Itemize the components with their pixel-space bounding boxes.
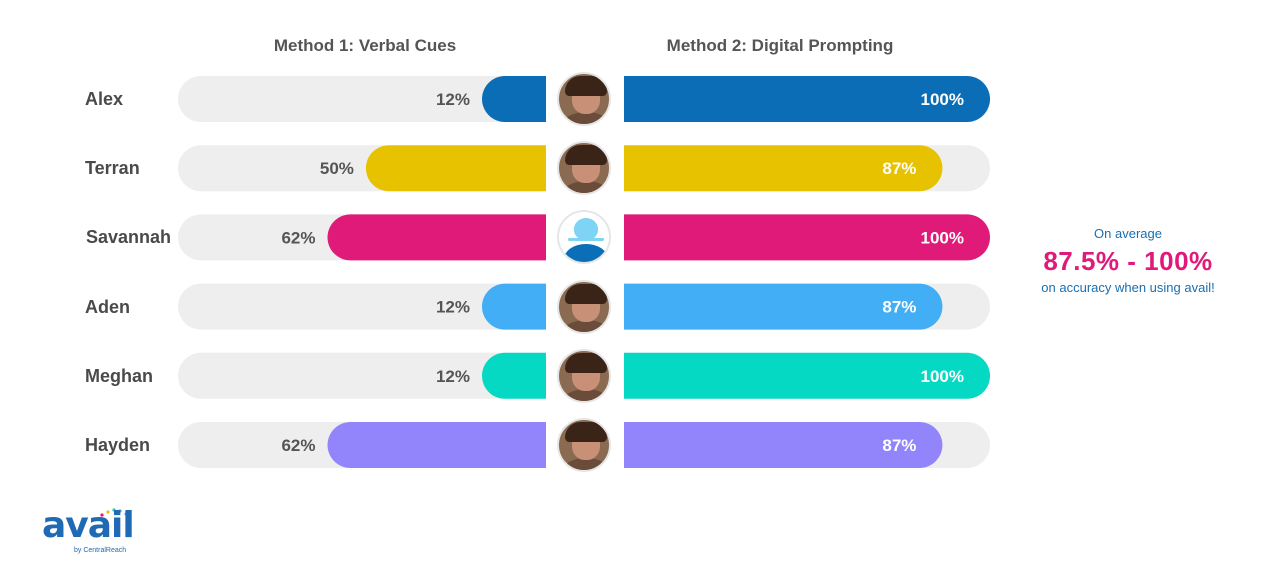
placeholder-avatar-icon bbox=[557, 210, 611, 265]
right-value-label: 87% bbox=[882, 298, 916, 317]
right-bar bbox=[624, 145, 943, 192]
left-bar bbox=[482, 76, 546, 122]
logo-byline: by CentralReach bbox=[74, 547, 127, 554]
category-label: Meghan bbox=[85, 365, 154, 386]
summary-line-1: On average bbox=[1094, 226, 1162, 241]
avatar-photo bbox=[557, 72, 611, 126]
category-label: Hayden bbox=[85, 435, 151, 455]
category-label: Aden bbox=[85, 296, 130, 317]
right-bar bbox=[624, 76, 990, 122]
category-label: Alex bbox=[85, 89, 124, 109]
left-bar bbox=[482, 283, 546, 330]
right-bar bbox=[624, 283, 943, 330]
category-label: Terran bbox=[85, 158, 140, 179]
left-track bbox=[178, 352, 547, 399]
right-value-label: 87% bbox=[882, 159, 916, 178]
summary-line-3: on accuracy when using avail! bbox=[1041, 280, 1215, 295]
right-bar bbox=[624, 422, 943, 468]
left-value-label: 62% bbox=[281, 228, 315, 247]
avatar-photo bbox=[557, 279, 611, 334]
avatar-photo bbox=[557, 141, 611, 196]
right-bar bbox=[624, 214, 991, 261]
left-value-label: 62% bbox=[281, 436, 315, 455]
avatar-photo bbox=[557, 348, 611, 403]
right-value-label: 87% bbox=[882, 436, 916, 455]
left-bar bbox=[327, 214, 546, 261]
right-value-label: 100% bbox=[921, 228, 964, 247]
left-track bbox=[178, 283, 547, 330]
left-value-label: 12% bbox=[436, 367, 470, 386]
left-track bbox=[178, 76, 546, 122]
left-bar bbox=[482, 352, 546, 399]
summary-range: 87.5% - 100% bbox=[1043, 246, 1213, 276]
avatar-photo bbox=[557, 418, 611, 472]
left-value-label: 12% bbox=[436, 90, 470, 109]
right-value-label: 100% bbox=[921, 90, 964, 109]
left-value-label: 50% bbox=[320, 159, 354, 178]
left-bar bbox=[327, 422, 546, 468]
logo-word: avail bbox=[42, 505, 135, 546]
right-bar bbox=[624, 352, 991, 399]
method-2-header: Method 2: Digital Prompting bbox=[666, 36, 894, 55]
left-value-label: 12% bbox=[436, 298, 470, 317]
category-label: Savannah bbox=[86, 227, 172, 248]
right-value-label: 100% bbox=[921, 367, 964, 386]
method-1-header: Method 1: Verbal Cues bbox=[273, 36, 457, 55]
logo-sparkle-icon bbox=[100, 508, 128, 517]
avail-logo: avail by CentralReach bbox=[42, 506, 152, 558]
left-bar bbox=[365, 145, 546, 192]
summary-callout: On average 87.5% - 100% on accuracy when… bbox=[1010, 226, 1246, 296]
